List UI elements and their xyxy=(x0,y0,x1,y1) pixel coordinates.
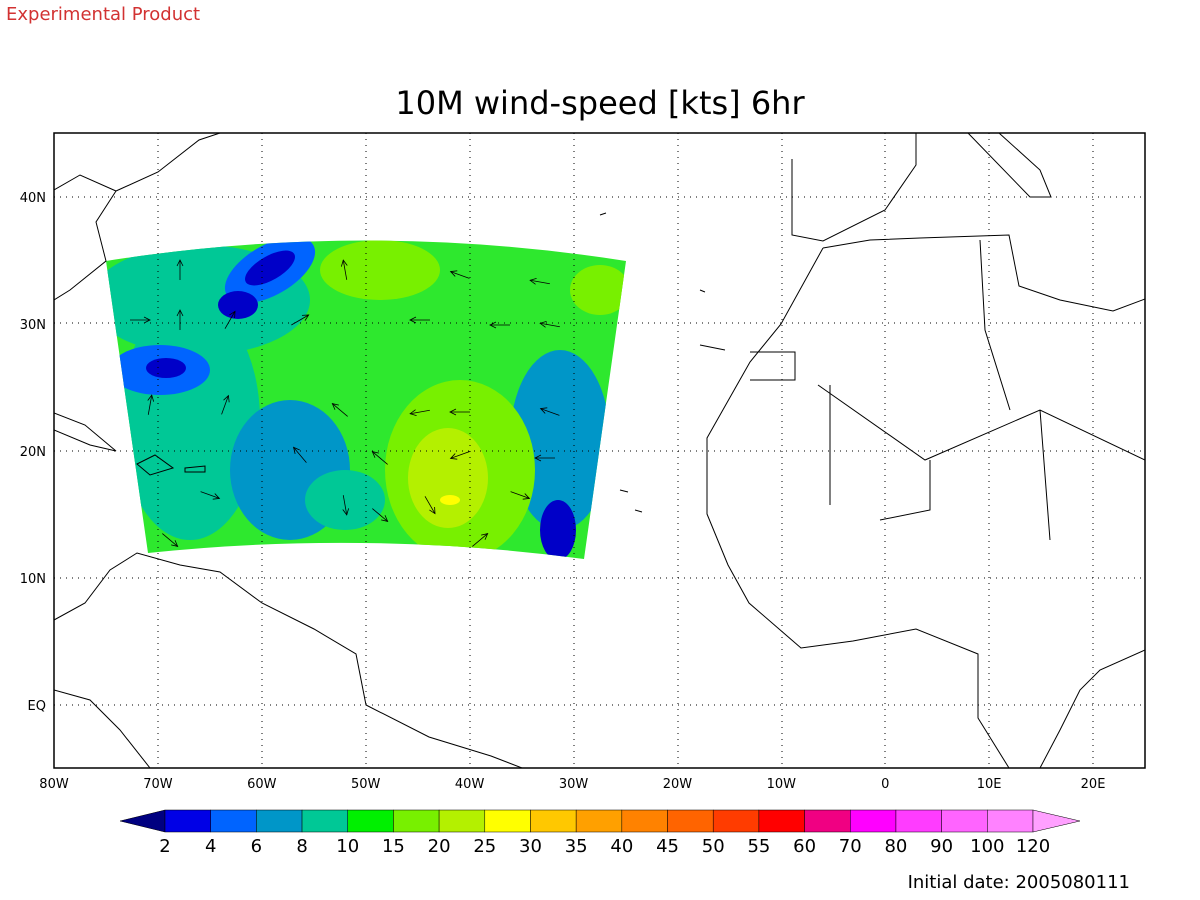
x-label: 10E xyxy=(977,777,1002,792)
colorbar-swatch xyxy=(347,809,394,833)
colorbar-swatch xyxy=(895,809,942,833)
x-label: 10W xyxy=(767,777,797,792)
colorbar-swatch xyxy=(758,809,805,833)
colorbar-label: 6 xyxy=(251,836,262,857)
colorbar-triangle xyxy=(1032,809,1081,833)
x-label: 20W xyxy=(663,777,693,792)
y-label: 30N xyxy=(20,318,46,333)
map-area xyxy=(54,133,1145,768)
colorbar-swatch xyxy=(941,809,988,833)
x-label: 0 xyxy=(881,777,889,792)
colorbar-swatch xyxy=(438,809,486,833)
colorbar-label: 4 xyxy=(205,836,216,857)
colorbar-swatch xyxy=(667,809,714,833)
x-label: 80W xyxy=(39,777,69,792)
y-labels: 40N 30N 20N 10N EQ xyxy=(20,191,46,714)
colorbar-label: 45 xyxy=(656,836,679,857)
colorbar-label: 15 xyxy=(382,836,405,857)
map-frame xyxy=(53,132,1146,769)
x-label: 70W xyxy=(143,777,173,792)
colorbar-label: 90 xyxy=(930,836,953,857)
colorbar-label: 40 xyxy=(610,836,633,857)
colorbar-label: 10 xyxy=(336,836,359,857)
x-label: 20E xyxy=(1081,777,1106,792)
colorbar-label: 2 xyxy=(159,836,170,857)
colorbar-label: 60 xyxy=(793,836,816,857)
colorbar-label: 50 xyxy=(702,836,725,857)
x-labels: 80W 70W 60W 50W 40W 30W 20W 10W 0 10E 20E xyxy=(39,777,1105,792)
colorbar-swatch xyxy=(804,809,851,833)
colorbar-swatch xyxy=(393,809,440,833)
wind-field xyxy=(106,240,626,559)
colorbar-swatch xyxy=(164,809,211,833)
x-label: 50W xyxy=(351,777,381,792)
colorbar-label: 8 xyxy=(296,836,307,857)
y-label: 20N xyxy=(20,445,46,460)
colorbar-label: 100 xyxy=(970,836,1004,857)
colorbar-swatch xyxy=(621,809,668,833)
colorbar-label: 35 xyxy=(565,836,588,857)
colorbar-swatch xyxy=(850,809,897,833)
colorbar-label: 70 xyxy=(839,836,862,857)
colorbar-label: 55 xyxy=(747,836,770,857)
coastlines xyxy=(54,133,1145,768)
colorbar-label: 25 xyxy=(473,836,496,857)
x-label: 30W xyxy=(559,777,589,792)
colorbar-swatch xyxy=(484,809,531,833)
colorbar-label: 80 xyxy=(884,836,907,857)
colorbar-swatch xyxy=(301,809,348,833)
initial-date: Initial date: 2005080111 xyxy=(908,872,1130,893)
y-label: 10N xyxy=(20,572,46,587)
colorbar-swatch xyxy=(987,809,1034,833)
x-label: 60W xyxy=(247,777,277,792)
map-title: 10M wind-speed [kts] 6hr xyxy=(395,84,805,122)
colorbar-label: 20 xyxy=(428,836,451,857)
product-label: Experimental Product xyxy=(6,4,200,25)
y-label: EQ xyxy=(28,699,46,714)
colorbar-swatch xyxy=(530,809,577,833)
colorbar: 2 4 6 8 10 15 20 25 30 35 40 45 50 55 60 70 80 90 100 120 xyxy=(119,809,1081,857)
colorbar-swatch xyxy=(712,809,760,833)
colorbar-swatch xyxy=(575,809,623,833)
colorbar-swatch xyxy=(210,809,257,833)
y-label: 40N xyxy=(20,191,46,206)
colorbar-label: 30 xyxy=(519,836,542,857)
colorbar-swatch xyxy=(256,809,303,833)
colorbar-label: 120 xyxy=(1016,836,1050,857)
colorbar-triangle xyxy=(119,809,166,833)
x-label: 40W xyxy=(455,777,485,792)
